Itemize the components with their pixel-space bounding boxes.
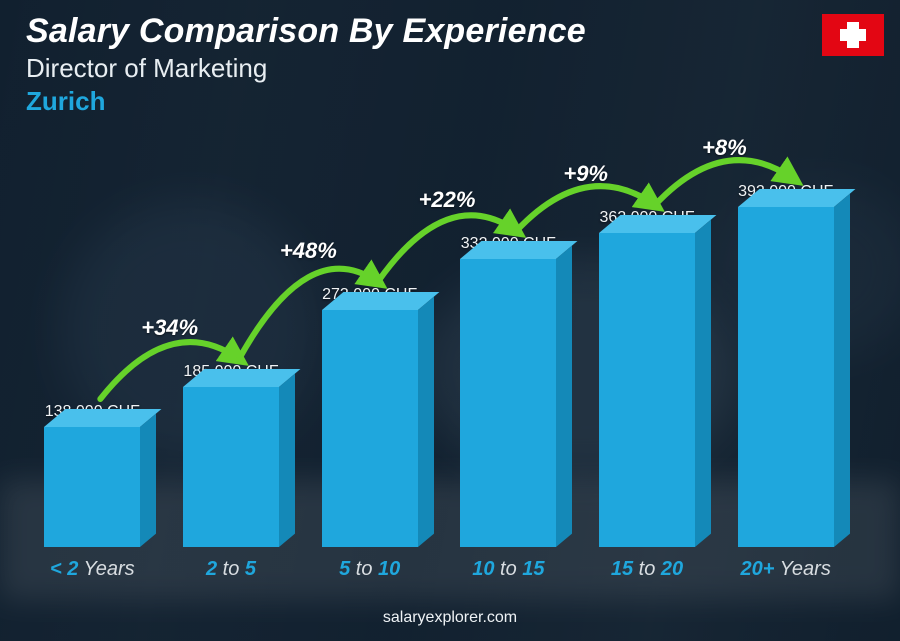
bar-1: 185,000 CHF xyxy=(167,363,296,547)
bar-shape xyxy=(738,207,834,547)
bar-4: 362,000 CHF xyxy=(583,209,712,547)
bar-2: 273,000 CHF xyxy=(305,286,434,547)
bar-0: 138,000 CHF xyxy=(28,403,157,547)
page-subtitle: Director of Marketing xyxy=(26,53,586,84)
flag-cross xyxy=(840,29,866,41)
x-label: 5 to 10 xyxy=(305,558,434,581)
x-label: 20+ Years xyxy=(721,558,850,581)
country-flag-icon xyxy=(822,14,884,56)
bar-shape xyxy=(322,310,418,547)
x-label: 10 to 15 xyxy=(444,558,573,581)
bars-container: 138,000 CHF185,000 CHF273,000 CHF332,000… xyxy=(28,140,850,547)
bar-shape xyxy=(44,427,140,547)
bar-5: 392,000 CHF xyxy=(721,183,850,547)
bar-shape xyxy=(599,233,695,547)
x-label: 15 to 20 xyxy=(583,558,712,581)
bar-shape xyxy=(183,387,279,547)
x-label: < 2 Years xyxy=(28,558,157,581)
infographic-stage: Salary Comparison By Experience Director… xyxy=(0,0,900,641)
x-label: 2 to 5 xyxy=(167,558,296,581)
bar-shape xyxy=(460,259,556,547)
salary-chart: +34%+48%+22%+9%+8% 138,000 CHF185,000 CH… xyxy=(28,140,850,575)
page-title: Salary Comparison By Experience xyxy=(26,12,586,51)
bar-3: 332,000 CHF xyxy=(444,235,573,547)
x-axis-labels: < 2 Years 2 to 5 5 to 10 10 to 15 15 to 20 20… xyxy=(28,558,850,581)
footer-attribution: salaryexplorer.com xyxy=(0,609,900,627)
